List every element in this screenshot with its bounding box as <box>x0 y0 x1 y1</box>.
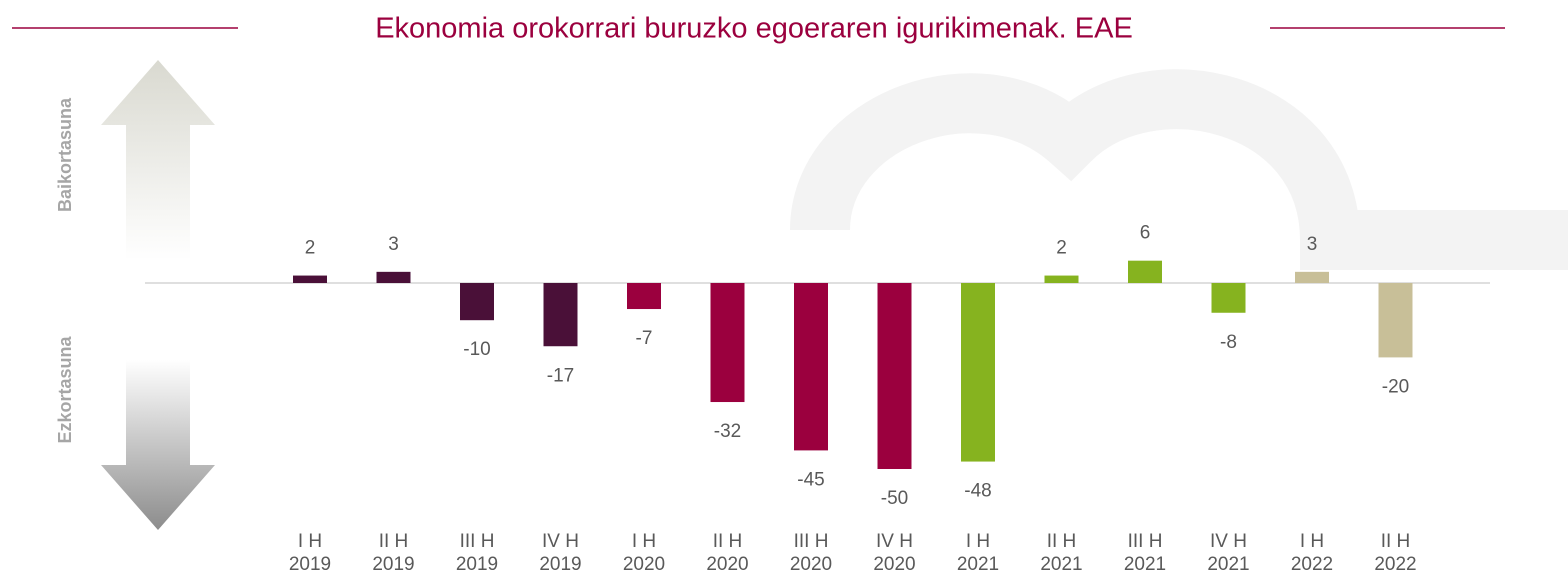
x-tick-label: IV H <box>1210 531 1247 552</box>
value-label: 2 <box>1056 238 1067 259</box>
bar <box>961 283 995 462</box>
bar <box>543 283 578 347</box>
value-label: -17 <box>547 365 574 386</box>
chart-title: Ekonomia orokorrari buruzko egoeraren ig… <box>375 13 1133 45</box>
value-label: -50 <box>881 488 908 509</box>
x-tick-label: 2021 <box>1124 554 1166 575</box>
bar <box>1044 275 1079 283</box>
value-label: -10 <box>463 339 490 360</box>
x-tick-label: II H <box>379 531 409 552</box>
x-tick-label: I H <box>632 531 656 552</box>
x-tick-label: 2020 <box>873 554 915 575</box>
x-tick-label: II H <box>713 531 743 552</box>
side-label: Baikortasuna <box>55 97 75 212</box>
value-label: -32 <box>714 421 741 442</box>
bar <box>1378 283 1413 358</box>
x-tick-label: 2021 <box>957 554 999 575</box>
value-label: -7 <box>636 328 653 349</box>
x-tick-label: I H <box>298 531 322 552</box>
arrow-down <box>101 360 215 530</box>
background-cloud <box>790 69 1568 270</box>
x-tick-label: 2022 <box>1291 554 1333 575</box>
x-tick-label: I H <box>966 531 990 552</box>
x-tick-label: 2020 <box>623 554 665 575</box>
value-label: 3 <box>1307 234 1318 255</box>
bar <box>794 283 828 451</box>
x-tick-label: II H <box>1047 531 1077 552</box>
x-tick-label: 2020 <box>706 554 748 575</box>
x-tick-label: III H <box>460 531 495 552</box>
bar <box>460 283 494 321</box>
bar <box>710 283 745 403</box>
x-tick-label: I H <box>1300 531 1324 552</box>
bar <box>627 283 661 310</box>
x-tick-label: 2019 <box>289 554 331 575</box>
x-tick-label: 2019 <box>372 554 414 575</box>
x-tick-label: 2021 <box>1040 554 1082 575</box>
arrow-up <box>101 60 215 260</box>
x-tick-label: III H <box>1128 531 1163 552</box>
x-tick-label: 2022 <box>1374 554 1416 575</box>
value-label: -48 <box>964 481 991 502</box>
x-tick-label: IV H <box>876 531 913 552</box>
value-label: 3 <box>388 234 399 255</box>
x-tick-label: 2020 <box>790 554 832 575</box>
bar <box>1295 271 1329 283</box>
value-label: -8 <box>1220 332 1237 353</box>
x-tick-label: IV H <box>542 531 579 552</box>
bar <box>1128 260 1162 283</box>
side-label: Ezkortasuna <box>55 336 75 444</box>
bar <box>293 275 327 283</box>
x-tick-label: 2019 <box>456 554 498 575</box>
bar <box>376 271 411 283</box>
value-label: -45 <box>797 469 824 490</box>
x-tick-label: II H <box>1381 531 1411 552</box>
x-tick-label: III H <box>794 531 829 552</box>
bar <box>1211 283 1246 313</box>
value-label: 2 <box>305 238 316 259</box>
x-tick-label: 2021 <box>1207 554 1249 575</box>
bar <box>877 283 912 469</box>
x-tick-label: 2019 <box>539 554 581 575</box>
value-label: 6 <box>1140 223 1151 244</box>
value-label: -20 <box>1382 376 1409 397</box>
